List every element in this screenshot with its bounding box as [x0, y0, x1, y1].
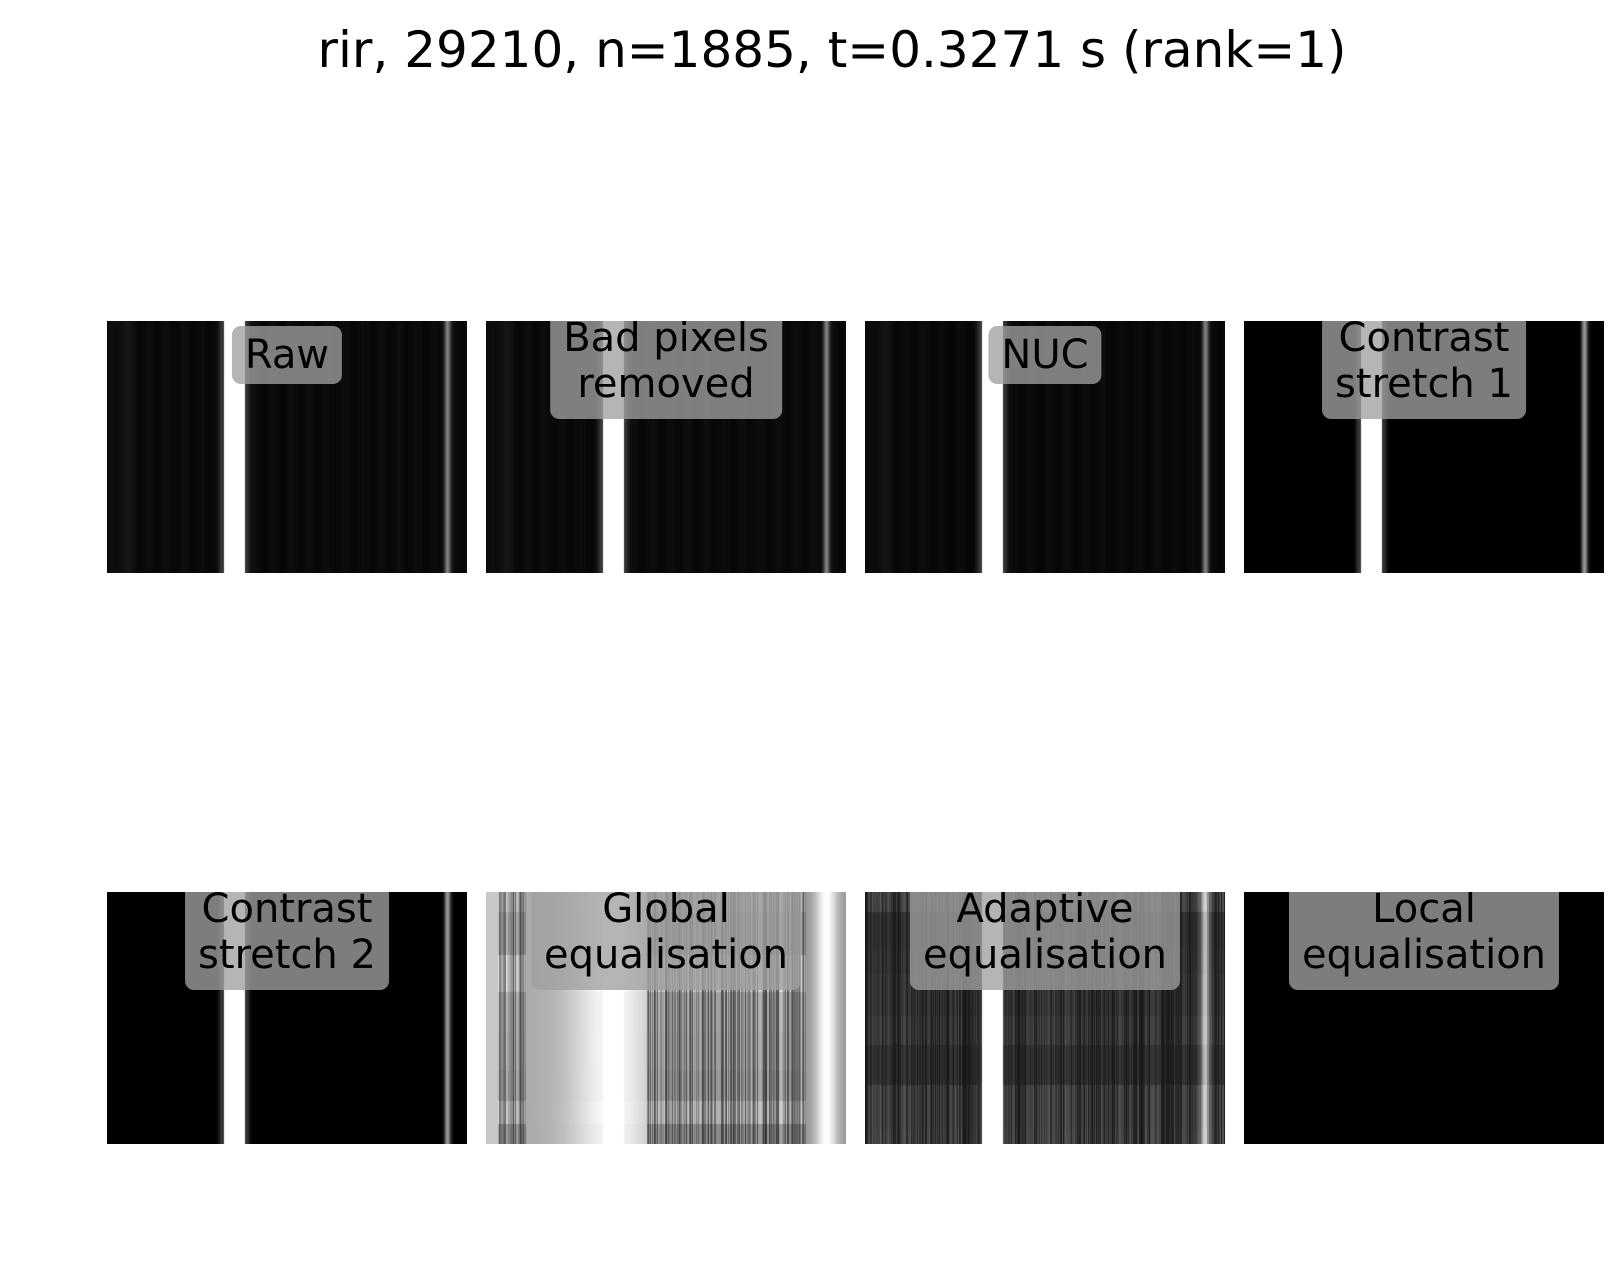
- panel-adaptive-equalisation: Adaptive equalisation: [865, 892, 1225, 1144]
- panel-label: Contrast stretch 1: [1322, 321, 1526, 419]
- panel-label: Bad pixels removed: [550, 321, 782, 419]
- panel-global-equalisation: Global equalisation: [486, 892, 846, 1144]
- panel-contrast-stretch-1: Contrast stretch 1: [1244, 321, 1604, 573]
- panel-label: Adaptive equalisation: [909, 892, 1181, 990]
- panel-local-equalisation: Local equalisation: [1244, 892, 1604, 1144]
- panel-label: Raw: [231, 326, 343, 384]
- panel-contrast-stretch-2: Contrast stretch 2: [107, 892, 467, 1144]
- panel-bad-pixels-removed: Bad pixels removed: [486, 321, 846, 573]
- panel-label: Contrast stretch 2: [185, 892, 389, 990]
- panel-label: Global equalisation: [530, 892, 802, 990]
- panel-label: Local equalisation: [1288, 892, 1560, 990]
- panel-nuc: NUC: [865, 321, 1225, 573]
- panel-raw: Raw: [107, 321, 467, 573]
- figure-title: rir, 29210, n=1885, t=0.3271 s (rank=1): [317, 21, 1347, 79]
- panel-label: NUC: [988, 326, 1102, 384]
